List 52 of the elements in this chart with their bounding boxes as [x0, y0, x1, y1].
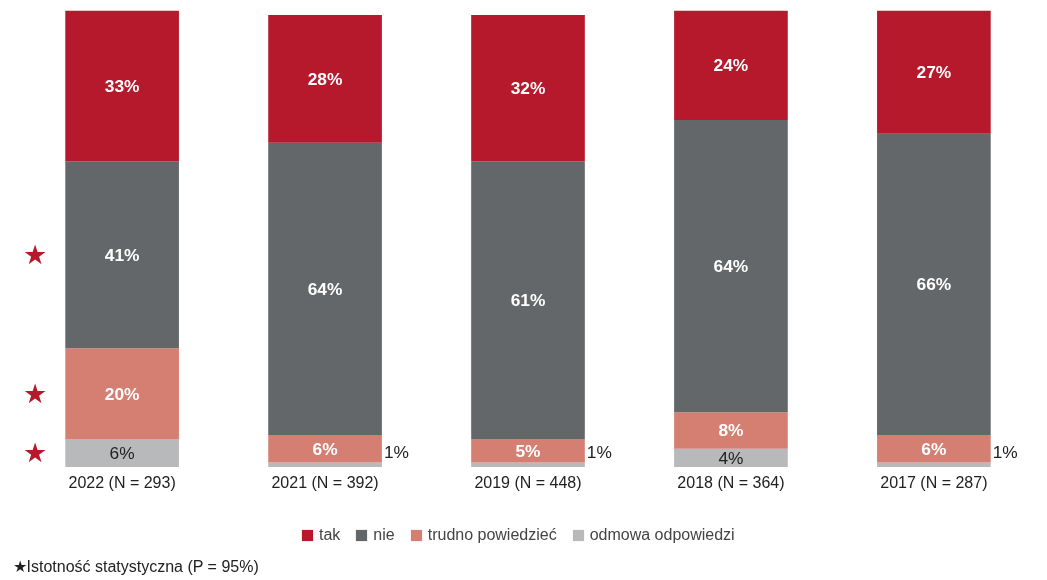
bar: [877, 462, 991, 467]
bar: [268, 15, 382, 143]
data-label: 32%: [510, 78, 546, 99]
bar: [268, 462, 382, 467]
annotation: ★: [22, 378, 47, 409]
data-label: 20%: [104, 383, 140, 404]
bar: [65, 439, 179, 467]
x-tick-label: 2021 (N = 392): [271, 474, 379, 492]
text: ★Istotność statystyczna (P = 95%): [12, 557, 259, 575]
bar: [65, 10, 179, 162]
data-label: 4%: [718, 447, 744, 468]
bar: [674, 412, 788, 449]
bar: [674, 10, 788, 121]
bar: [674, 448, 788, 467]
bar: [471, 15, 585, 162]
legend-label: trudno powiedzieć: [427, 526, 557, 544]
data-label: 6%: [312, 438, 338, 459]
data-label: 1%: [586, 442, 612, 463]
data-label: 41%: [104, 244, 140, 265]
data-label: 33%: [104, 75, 140, 96]
bar: [471, 462, 585, 467]
data-label: 28%: [307, 68, 343, 89]
bar: [471, 161, 585, 440]
data-label: 61%: [510, 290, 546, 311]
data-label: 1%: [383, 442, 409, 463]
legend-label: nie: [373, 526, 395, 544]
data-label: 5%: [515, 440, 541, 461]
bar: [877, 133, 991, 435]
x-tick-label: 2019 (N = 448): [474, 474, 582, 492]
annotation: ★: [22, 239, 47, 270]
x-tick-label: 2018 (N = 364): [677, 474, 785, 492]
data-label: 6%: [109, 443, 135, 464]
annotation: ★: [22, 438, 47, 469]
data-label: 27%: [916, 62, 952, 83]
bar: [877, 435, 991, 463]
x-tick-label: 2022 (N = 293): [68, 474, 176, 492]
data-label: 8%: [718, 420, 744, 441]
x-tick-label: 2017 (N = 287): [880, 474, 988, 492]
data-label: 6%: [921, 438, 947, 459]
data-label: 66%: [916, 274, 952, 295]
data-label: 64%: [307, 278, 343, 299]
data-label: 1%: [992, 442, 1018, 463]
data-label: 24%: [713, 55, 749, 76]
legend-label: tak: [319, 526, 341, 544]
legend-label: odmowa odpowiedzi: [589, 526, 735, 544]
bar: [268, 142, 382, 435]
data-label: 64%: [713, 256, 749, 277]
bar: [65, 348, 179, 440]
bar: [674, 120, 788, 413]
bar: [268, 435, 382, 463]
bar: [65, 161, 179, 349]
bar: [877, 10, 991, 134]
